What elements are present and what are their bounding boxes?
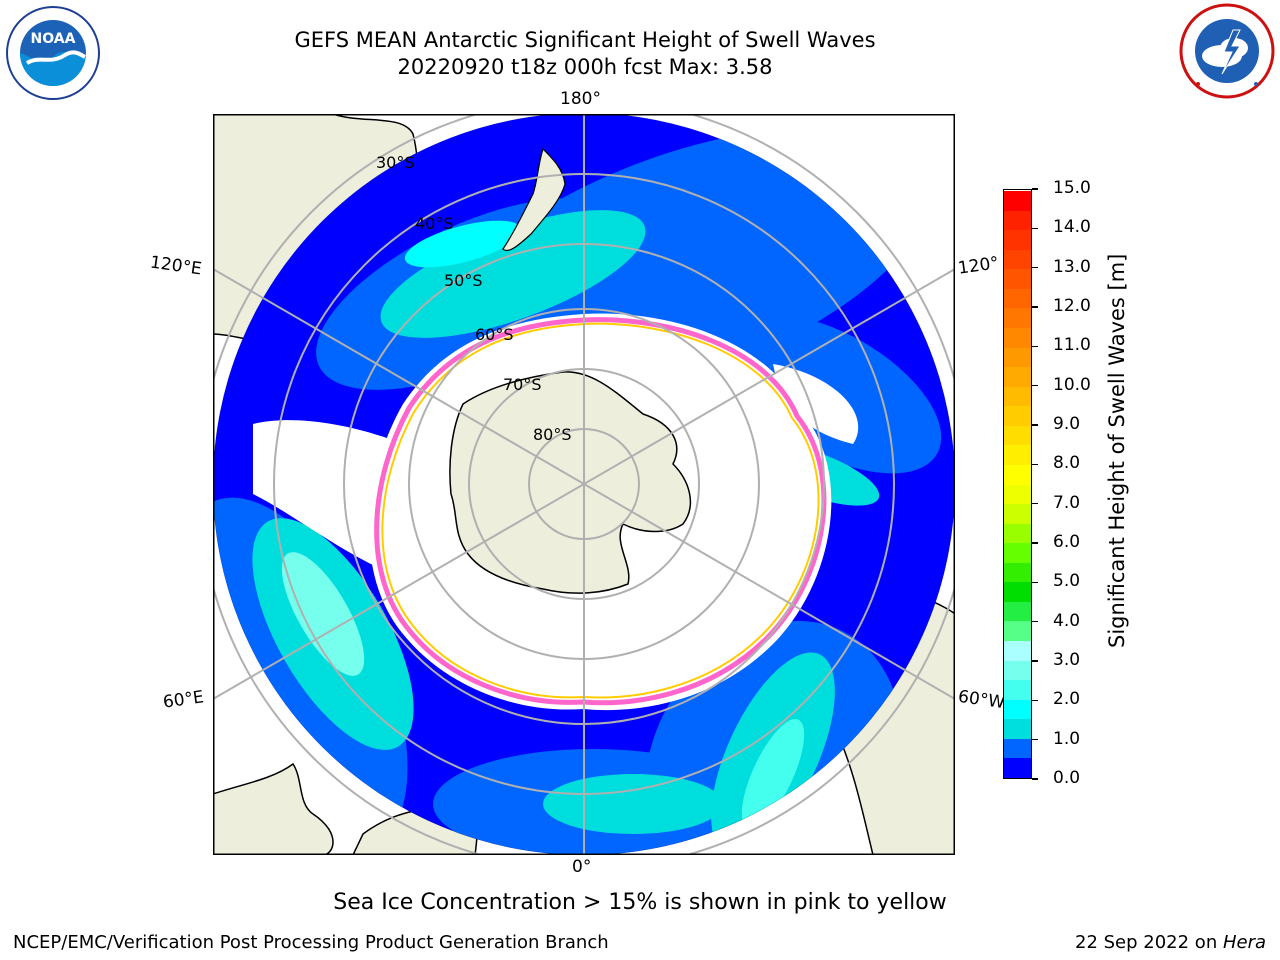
colorbar-tick-label: 14.0 bbox=[1053, 217, 1091, 238]
colorbar-segment bbox=[1004, 249, 1031, 270]
colorbar-segment bbox=[1004, 484, 1031, 505]
colorbar-tick-mark bbox=[1032, 738, 1038, 741]
colorbar-tick-mark bbox=[1032, 266, 1038, 269]
lat-label-70s: 70°S bbox=[503, 375, 542, 394]
footer-machine: Hera bbox=[1222, 932, 1266, 953]
colorbar-segment bbox=[1004, 640, 1031, 661]
colorbar bbox=[1003, 189, 1032, 779]
colorbar-tick-mark bbox=[1032, 660, 1038, 662]
colorbar-tick-mark bbox=[1032, 227, 1038, 230]
map-subtitle: 20220920 t18z 000h fcst Max: 3.58 bbox=[397, 55, 773, 79]
colorbar-segment bbox=[1004, 757, 1031, 778]
colorbar-segment bbox=[1004, 405, 1031, 426]
colorbar-tick-label: 5.0 bbox=[1053, 571, 1081, 592]
colorbar-tick-label: 8.0 bbox=[1053, 453, 1081, 474]
lat-label-40s: 40°S bbox=[415, 214, 454, 233]
colorbar-tick-mark bbox=[1032, 384, 1038, 387]
polar-map bbox=[213, 114, 955, 855]
colorbar-segment bbox=[1004, 699, 1031, 720]
colorbar-segment bbox=[1004, 581, 1031, 602]
colorbar-tick-label: 7.0 bbox=[1053, 492, 1081, 513]
colorbar-segment bbox=[1004, 268, 1031, 289]
lon-label-60w: 60°W bbox=[956, 686, 1007, 714]
colorbar-tick-mark bbox=[1032, 306, 1038, 308]
colorbar-tick-label: 13.0 bbox=[1053, 256, 1091, 277]
colorbar-segment bbox=[1004, 386, 1031, 407]
gridlines bbox=[213, 114, 955, 855]
lat-label-30s: 30°S bbox=[376, 153, 415, 172]
colorbar-tick-mark bbox=[1032, 620, 1038, 623]
colorbar-segment bbox=[1004, 679, 1031, 700]
colorbar-segment bbox=[1004, 229, 1031, 250]
colorbar-tick-mark bbox=[1032, 188, 1038, 190]
colorbar-segment bbox=[1004, 562, 1031, 583]
lon-label-0: 0° bbox=[572, 857, 592, 877]
colorbar-tick-mark bbox=[1032, 502, 1038, 505]
footer-date-text: 22 Sep 2022 on bbox=[1075, 932, 1223, 953]
colorbar-label: Significant Height of Swell Waves [m] bbox=[1105, 253, 1129, 648]
sea-ice-note: Sea Ice Concentration > 15% is shown in … bbox=[333, 890, 947, 915]
colorbar-segment bbox=[1004, 620, 1031, 642]
colorbar-segment bbox=[1004, 444, 1031, 465]
lon-label-60e: 60°E bbox=[161, 687, 206, 713]
noaa-logo: NOAA bbox=[6, 6, 100, 100]
colorbar-tick-mark bbox=[1032, 581, 1038, 584]
colorbar-segment bbox=[1004, 288, 1031, 309]
colorbar-tick-label: 9.0 bbox=[1053, 414, 1081, 434]
colorbar-tick-label: 1.0 bbox=[1053, 728, 1081, 749]
colorbar-tick-mark bbox=[1032, 778, 1038, 780]
colorbar-segment bbox=[1004, 366, 1031, 387]
colorbar-segment bbox=[1004, 523, 1031, 544]
colorbar-segment bbox=[1004, 718, 1031, 739]
colorbar-tick-label: 2.0 bbox=[1053, 689, 1081, 710]
colorbar-segment bbox=[1004, 327, 1031, 348]
colorbar-tick-mark bbox=[1032, 542, 1038, 544]
lat-label-50s: 50°S bbox=[444, 271, 483, 290]
noaa-logo-text: NOAA bbox=[31, 31, 76, 47]
colorbar-tick-label: 3.0 bbox=[1053, 650, 1081, 670]
colorbar-tick-mark bbox=[1032, 463, 1038, 466]
colorbar-tick-mark bbox=[1032, 424, 1038, 426]
colorbar-tick-label: 10.0 bbox=[1053, 374, 1091, 395]
map-title: GEFS MEAN Antarctic Significant Height o… bbox=[294, 28, 876, 52]
lat-label-60s: 60°S bbox=[475, 325, 514, 344]
new-zealand bbox=[502, 147, 566, 252]
colorbar-tick-label: 4.0 bbox=[1053, 610, 1081, 631]
colorbar-segment bbox=[1004, 660, 1031, 681]
colorbar-segment bbox=[1004, 190, 1031, 211]
lat-label-80s: 80°S bbox=[533, 425, 572, 444]
colorbar-segment bbox=[1004, 347, 1031, 368]
lon-label-180: 180° bbox=[560, 89, 601, 109]
colorbar-tick-label: 11.0 bbox=[1053, 335, 1091, 356]
colorbar-tick-mark bbox=[1032, 345, 1038, 348]
colorbar-segment bbox=[1004, 738, 1031, 759]
colorbar-segment bbox=[1004, 425, 1031, 446]
colorbar-tick-label: 15.0 bbox=[1053, 178, 1091, 198]
colorbar-segment bbox=[1004, 601, 1031, 622]
colorbar-tick-mark bbox=[1032, 699, 1038, 702]
footer-date: 22 Sep 2022 on Hera bbox=[1075, 932, 1266, 953]
lon-label-120w: 120° bbox=[956, 253, 1001, 279]
colorbar-segment bbox=[1004, 464, 1031, 485]
colorbar-segment bbox=[1004, 542, 1031, 563]
colorbar-tick-label: 12.0 bbox=[1053, 296, 1091, 316]
colorbar-tick-label: 6.0 bbox=[1053, 532, 1081, 552]
colorbar-tick-label: 0.0 bbox=[1053, 768, 1081, 788]
colorbar-segment bbox=[1004, 210, 1031, 231]
swell-field bbox=[213, 114, 955, 855]
lon-label-120e: 120°E bbox=[148, 252, 203, 280]
footer-credit: NCEP/EMC/Verification Post Processing Pr… bbox=[13, 932, 609, 953]
nws-logo bbox=[1179, 3, 1275, 99]
colorbar-segment bbox=[1004, 503, 1031, 524]
colorbar-segment bbox=[1004, 307, 1031, 328]
